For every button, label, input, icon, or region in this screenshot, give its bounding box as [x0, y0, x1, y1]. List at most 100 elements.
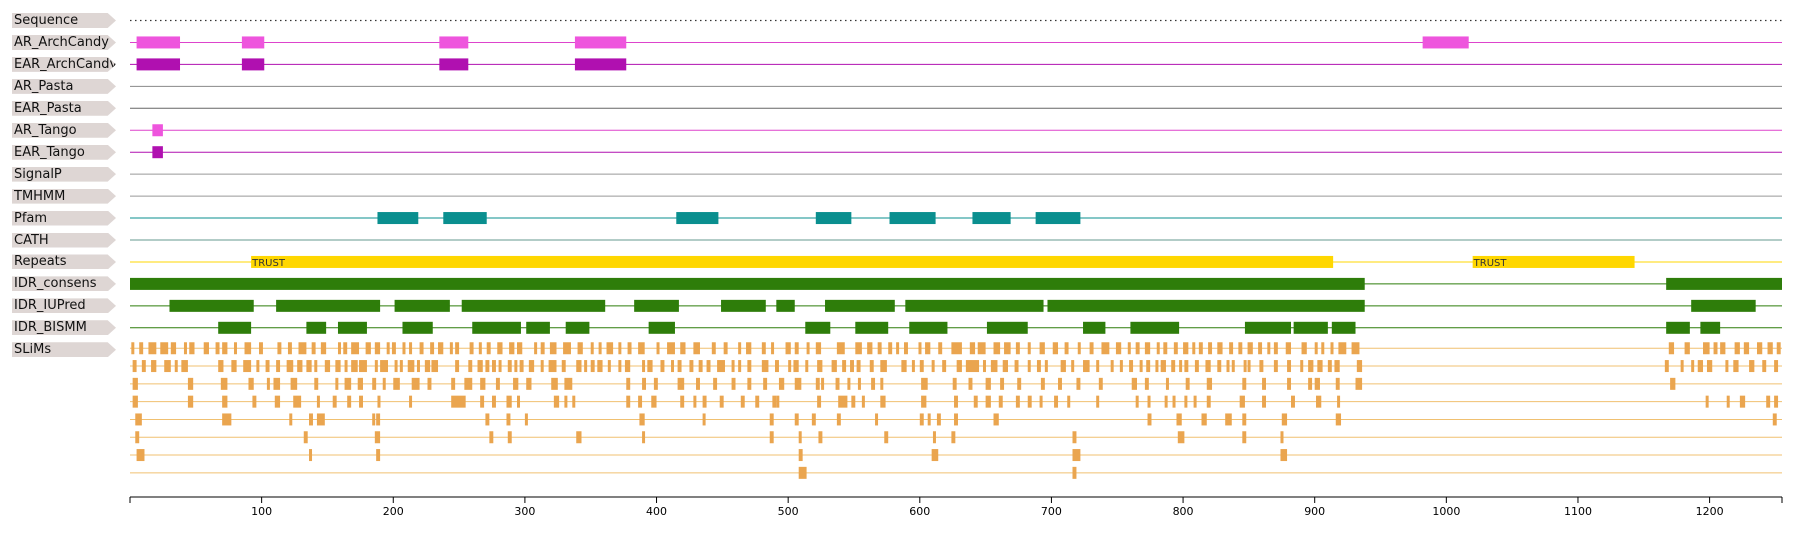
slim-feature — [746, 342, 752, 355]
slim-feature — [451, 395, 466, 408]
slim-feature — [491, 395, 496, 408]
track-label-ar-tango[interactable]: AR_Tango — [12, 122, 116, 138]
track-label-ear-tango[interactable]: EAR_Tango — [12, 144, 116, 160]
slim-feature — [642, 360, 646, 373]
feature-ar-archcandy — [574, 36, 627, 49]
track-label-text: Repeats — [14, 254, 67, 270]
slim-feature — [231, 360, 237, 373]
slim-feature — [274, 395, 281, 408]
slim-feature — [1273, 342, 1278, 355]
slim-feature — [309, 449, 313, 462]
slim-feature — [359, 360, 367, 373]
slim-feature — [265, 360, 270, 373]
track-label-slims[interactable]: SLiMs — [12, 342, 116, 358]
slim-feature — [842, 360, 847, 373]
track-label-pfam[interactable]: Pfam — [12, 210, 116, 226]
track-label-repeats[interactable]: Repeats — [12, 254, 116, 270]
slim-feature — [344, 377, 352, 390]
slim-feature — [927, 413, 931, 426]
slim-feature — [1164, 395, 1168, 408]
slim-feature — [1194, 360, 1199, 373]
slim-feature — [626, 395, 631, 408]
slim-feature — [1036, 360, 1041, 373]
slim-feature — [769, 413, 774, 426]
slim-feature — [286, 360, 294, 373]
slim-feature — [1262, 395, 1266, 408]
slim-feature — [1280, 431, 1284, 444]
slim-feature — [931, 360, 935, 373]
feature-idr-bismm — [1130, 321, 1180, 334]
slim-feature — [316, 395, 320, 408]
slim-feature — [380, 360, 389, 373]
slim-feature — [1146, 360, 1151, 373]
slim-feature — [1027, 395, 1032, 408]
slim-feature — [576, 431, 582, 444]
slim-feature — [798, 431, 802, 444]
slim-feature — [377, 395, 381, 408]
feature-idr-bismm — [337, 321, 367, 334]
slim-feature — [1330, 342, 1334, 355]
slim-feature — [151, 360, 157, 373]
slim-feature — [793, 360, 799, 373]
slim-feature — [921, 395, 927, 408]
slim-feature — [1247, 360, 1251, 373]
slim-feature — [1135, 342, 1140, 355]
slim-feature — [1015, 342, 1020, 355]
slim-feature — [817, 360, 823, 373]
slim-feature — [131, 342, 135, 355]
track-label-signalp[interactable]: SignalP — [12, 166, 116, 182]
slim-feature — [266, 377, 270, 390]
track-label-idr-consens[interactable]: IDR_consens — [12, 276, 116, 292]
slim-feature — [584, 360, 588, 373]
slim-feature — [564, 377, 573, 390]
slim-feature — [514, 360, 518, 373]
slim-feature — [1706, 360, 1713, 373]
slim-feature — [702, 413, 706, 426]
track-label-ar-pasta[interactable]: AR_Pasta — [12, 78, 116, 94]
track-label-ear-archcandy[interactable]: EAR_ArchCandy — [12, 56, 116, 72]
slim-feature — [968, 377, 973, 390]
slim-feature — [1273, 360, 1278, 373]
slim-feature — [1096, 395, 1100, 408]
slim-feature — [798, 466, 807, 479]
track-label-ear-pasta[interactable]: EAR_Pasta — [12, 100, 116, 116]
feature-ear-archcandy — [241, 58, 265, 71]
feature-ar-tango — [152, 124, 163, 137]
axis-tick-label: 800 — [1173, 505, 1194, 518]
slim-feature — [477, 360, 483, 373]
track-label-ar-archcandy[interactable]: AR_ArchCandy — [12, 34, 116, 50]
slim-feature — [297, 360, 303, 373]
track-label-idr-iupred[interactable]: IDR_IUPred — [12, 298, 116, 314]
slim-feature — [1225, 413, 1232, 426]
slim-feature — [203, 342, 209, 355]
slim-feature — [438, 342, 444, 355]
feature-pfam — [676, 212, 719, 225]
slim-feature — [982, 360, 986, 373]
slim-feature — [985, 395, 991, 408]
slim-feature — [1206, 395, 1211, 408]
track-label-cath[interactable]: CATH — [12, 232, 116, 248]
feature-pfam — [443, 212, 487, 225]
track-label-tmhmm[interactable]: TMHMM — [12, 188, 116, 204]
slim-feature — [1772, 413, 1777, 426]
slim-feature — [495, 377, 500, 390]
slim-feature — [954, 413, 958, 426]
slim-feature — [372, 413, 376, 426]
slim-feature — [993, 413, 999, 426]
slim-feature — [1077, 342, 1081, 355]
slim-feature — [1259, 360, 1264, 373]
slim-feature — [311, 342, 316, 355]
slim-feature — [888, 342, 893, 355]
slim-feature — [1287, 360, 1292, 373]
slim-feature — [139, 342, 144, 355]
slim-feature — [480, 377, 486, 390]
slim-feature — [1027, 360, 1031, 373]
slim-feature — [1058, 377, 1062, 390]
slim-feature — [332, 395, 337, 408]
track-label-idr-bismm[interactable]: IDR_BISMM — [12, 320, 116, 336]
track-label-sequence[interactable]: Sequence — [12, 13, 116, 28]
slim-feature — [498, 360, 502, 373]
axis-tick-label: 600 — [909, 505, 930, 518]
slim-feature — [1280, 449, 1288, 462]
slim-feature — [1316, 395, 1322, 408]
